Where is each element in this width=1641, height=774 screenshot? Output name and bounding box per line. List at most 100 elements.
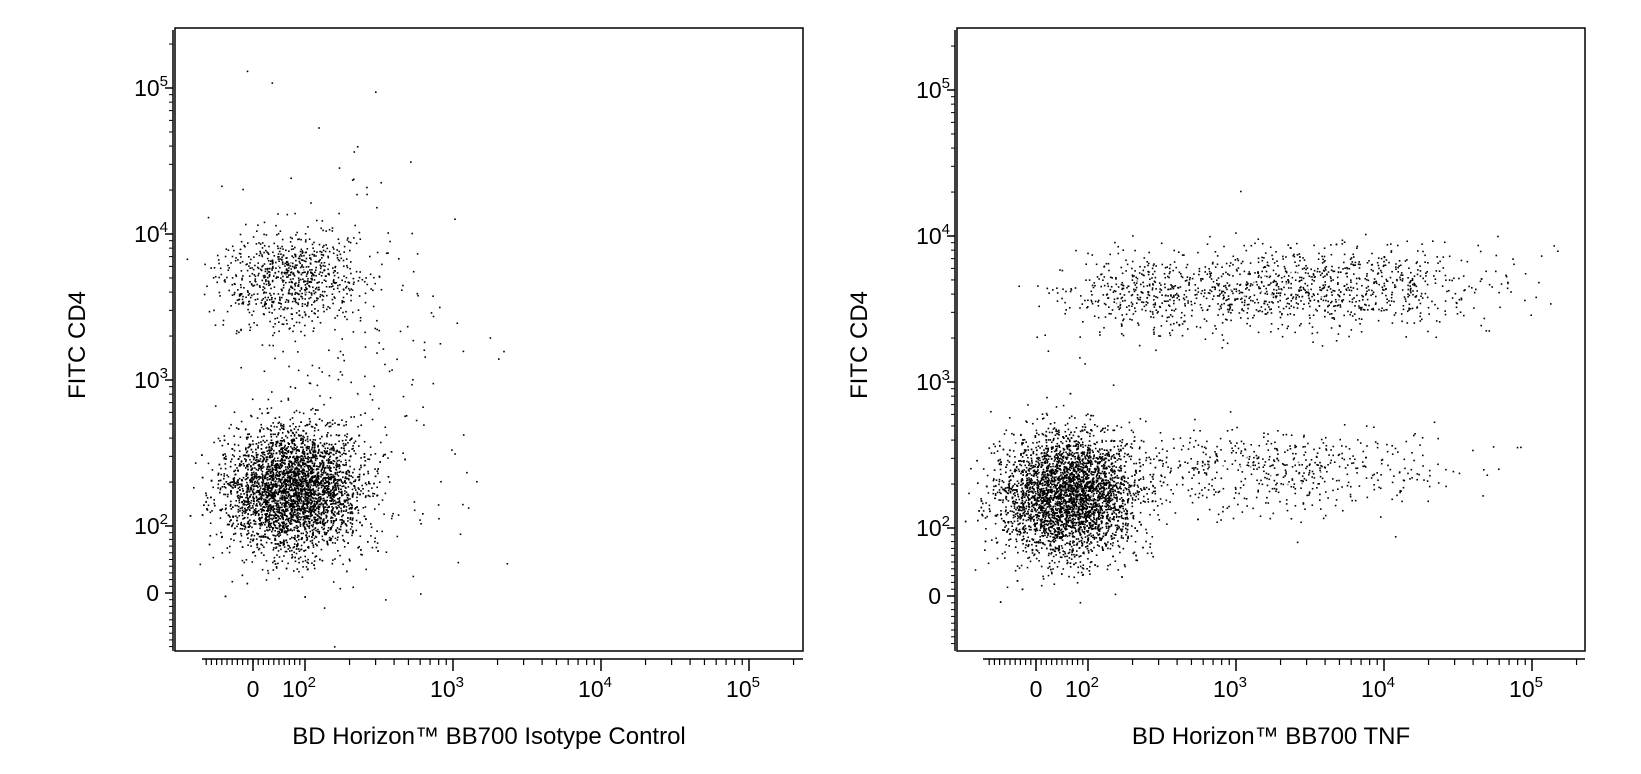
event-dot [282, 516, 284, 519]
event-dot [295, 266, 297, 269]
event-dot [326, 459, 328, 462]
event-dot [212, 486, 214, 489]
event-dot [287, 495, 290, 498]
event-dot [278, 506, 280, 509]
event-dot [248, 311, 251, 314]
event-dot [252, 513, 254, 515]
event-dot [302, 483, 304, 485]
event-dot [245, 478, 248, 480]
event-dot [284, 444, 286, 447]
event-dot [336, 539, 339, 541]
event-dot [306, 561, 309, 564]
event-dot [353, 485, 356, 487]
event-dot [224, 595, 227, 598]
event-dot [301, 297, 304, 300]
event-dot [284, 483, 286, 485]
event-dot [275, 267, 277, 269]
event-dot [282, 281, 284, 283]
event-dot [281, 472, 284, 474]
event-dot [367, 458, 369, 460]
event-dot [266, 536, 269, 539]
event-dot [256, 546, 259, 549]
event-dot [250, 415, 253, 418]
event-dot [317, 488, 319, 490]
event-dot [298, 465, 300, 467]
event-dot [308, 527, 311, 529]
event-dot [308, 446, 310, 448]
event-dot [247, 503, 249, 505]
event-dot [249, 509, 251, 512]
event-dot [292, 512, 294, 514]
event-dot [277, 500, 279, 503]
event-dot [273, 500, 275, 502]
event-dot [253, 485, 256, 487]
event-dot [343, 546, 346, 548]
event-dot [321, 444, 324, 447]
event-dot [255, 538, 258, 540]
event-dot [337, 378, 340, 381]
event-dot [250, 514, 252, 516]
event-dot [300, 502, 302, 504]
event-dot [313, 560, 316, 562]
event-dot [266, 476, 269, 479]
event-dot [231, 524, 234, 526]
event-dot [275, 441, 278, 443]
event-dot [242, 525, 245, 527]
event-dot [271, 494, 274, 497]
event-dot [265, 514, 268, 516]
event-dot [204, 263, 206, 266]
event-dot [235, 274, 237, 276]
event-dot [303, 459, 306, 462]
event-dot [311, 278, 313, 281]
event-dot [296, 512, 299, 515]
event-dot [240, 493, 242, 495]
event-dot [272, 462, 274, 464]
event-dot [320, 476, 322, 478]
event-dot [294, 468, 296, 471]
event-dot [342, 482, 344, 484]
event-dot [358, 295, 361, 297]
event-dot [296, 292, 298, 294]
event-dot [251, 481, 254, 483]
event-dot [332, 252, 335, 255]
event-dot [297, 502, 299, 505]
event-dot [268, 274, 271, 277]
event-dot [342, 471, 345, 474]
event-dot [245, 454, 247, 457]
event-dot [320, 462, 322, 465]
event-dot [246, 263, 248, 265]
event-dot [300, 273, 303, 276]
event-dot [266, 526, 268, 529]
event-dot [285, 510, 288, 512]
event-dot [247, 465, 249, 467]
event-dot [323, 482, 326, 485]
event-dot [301, 272, 304, 274]
event-dot [311, 562, 313, 564]
event-dot [285, 522, 288, 525]
event-dot [294, 246, 296, 249]
event-dot [312, 465, 315, 467]
event-dot [273, 547, 275, 549]
event-dot [359, 535, 362, 537]
event-dot [329, 490, 332, 493]
event-dot [326, 442, 328, 445]
event-dot [312, 443, 315, 445]
event-dot [265, 483, 268, 486]
event-dot [249, 445, 251, 447]
event-dot [301, 264, 303, 266]
event-dot [210, 479, 213, 482]
event-dot [292, 507, 294, 509]
event-dot [297, 526, 299, 528]
event-dot [304, 240, 307, 243]
event-dot [289, 451, 292, 453]
event-dot [339, 501, 341, 504]
event-dot [313, 456, 315, 458]
event-dot [260, 522, 262, 525]
event-dot [294, 488, 296, 490]
event-dot [330, 528, 332, 530]
event-dot [247, 291, 249, 293]
event-dot [266, 439, 268, 442]
event-dot [256, 266, 259, 269]
event-dot [333, 281, 336, 284]
event-dot [308, 494, 310, 497]
